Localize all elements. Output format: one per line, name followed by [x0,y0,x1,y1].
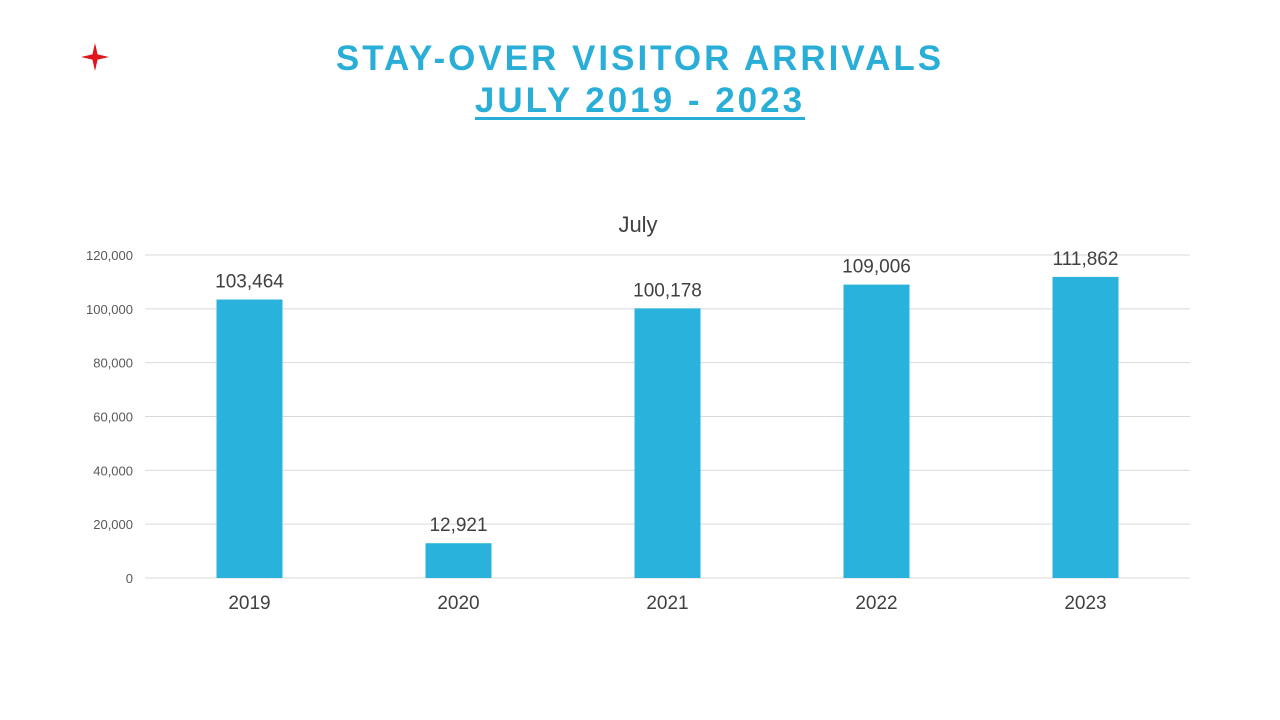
bar-2023 [1052,276,1119,578]
bar-2022 [843,284,910,578]
x-tick-label-2020: 2020 [437,593,479,614]
y-tick-label: 60,000 [93,410,133,425]
star-logo-icon [81,43,109,71]
slide-title-line2: JULY 2019 - 2023 [474,81,806,120]
bar-2020 [425,543,492,578]
slide-title: STAY-OVER VISITOR ARRIVALS JULY 2019 - 2… [0,38,1280,122]
x-tick-label-2021: 2021 [646,593,688,614]
x-axis-ticks: 2019 2020 2021 2022 2023 [228,593,1106,614]
y-tick-label: 100,000 [86,302,133,317]
x-tick-label-2019: 2019 [228,593,270,614]
y-tick-label: 40,000 [93,463,133,478]
y-tick-label: 80,000 [93,356,133,371]
data-label-2019: 103,464 [215,272,284,293]
data-label-2023: 111,862 [1053,249,1119,270]
y-tick-label: 0 [126,571,133,586]
bar-2019 [216,299,283,578]
y-tick-label: 120,000 [86,248,133,263]
data-labels: 103,464 12,921 100,178 109,006 111,862 [215,249,1118,536]
data-label-2020: 12,921 [429,515,487,536]
data-label-2022: 109,006 [842,257,911,278]
chart-title: July [618,212,657,237]
slide-title-line1: STAY-OVER VISITOR ARRIVALS [335,39,945,78]
x-tick-label-2022: 2022 [855,593,897,614]
data-label-2021: 100,178 [633,280,702,301]
y-axis-ticks: 0 20,000 40,000 60,000 80,000 100,000 120,000 [86,248,133,586]
bar-2021 [634,308,701,578]
bars [216,276,1119,578]
x-tick-label-2023: 2023 [1064,593,1106,614]
y-tick-label: 20,000 [93,517,133,532]
